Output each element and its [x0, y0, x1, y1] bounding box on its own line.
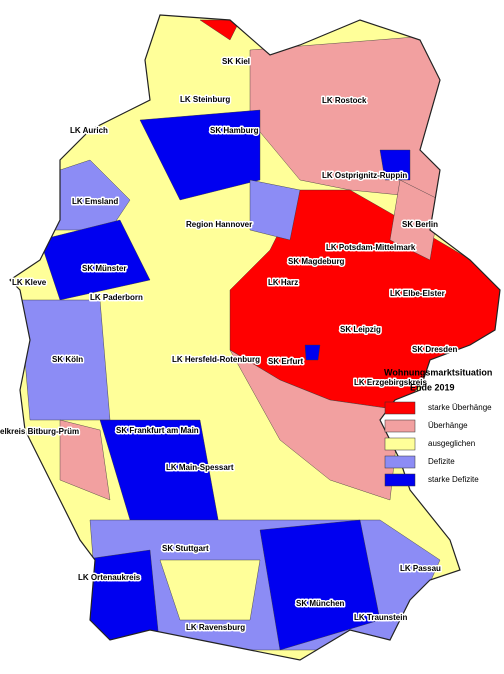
place-label: LK Hersfeld-Rotenburg — [172, 355, 260, 364]
place-label: SK Magdeburg — [288, 257, 345, 266]
place-label: LK Passau — [400, 564, 441, 573]
legend-subtitle: Ende 2019 — [410, 382, 455, 392]
region — [379, 149, 411, 181]
place-label: SK Kiel — [222, 57, 250, 66]
region — [304, 344, 321, 361]
place-label: LK Ravensburg — [186, 623, 245, 632]
place-label: LK Rostock — [322, 96, 367, 105]
region — [199, 19, 241, 41]
place-label: LK Kleve — [12, 278, 47, 287]
legend: Wohnungsmarktsituation Ende 2019 starke … — [384, 367, 492, 487]
place-label: LK Erzgebirgskreis — [354, 378, 427, 387]
place-label: SK Münster — [82, 264, 126, 273]
region — [59, 419, 111, 501]
legend-swatch — [384, 437, 416, 451]
place-label: SK Frankfurt am Main — [116, 426, 199, 435]
region — [39, 219, 151, 301]
place-label: LK Potsdam-Mittelmark — [326, 243, 416, 252]
place-label: LK Harz — [268, 278, 298, 287]
legend-label: Überhänge — [428, 421, 468, 430]
legend-swatch — [384, 455, 416, 469]
legend-label: Defizite — [428, 457, 455, 466]
legend-swatch — [384, 419, 416, 433]
place-label: LK Paderborn — [90, 293, 143, 302]
region — [139, 109, 261, 201]
place-label: LK Emsland — [72, 197, 118, 206]
place-label: LK Ortenaukreis — [78, 573, 141, 582]
place-label: Region Hannover — [186, 220, 252, 229]
region — [249, 179, 301, 241]
place-label: LK Elbe-Elster — [390, 289, 445, 298]
legend-label: ausgeglichen — [428, 439, 475, 448]
legend-swatch — [384, 401, 416, 415]
place-label: SK Stuttgart — [162, 544, 209, 553]
place-label: SK München — [296, 599, 345, 608]
region — [259, 519, 381, 651]
place-label: LK Main-Spessart — [166, 463, 234, 472]
region — [389, 179, 441, 261]
place-label: SK Leipzig — [340, 325, 381, 334]
region — [159, 559, 261, 621]
region — [229, 349, 401, 501]
place-label: LK Traunstein — [354, 613, 407, 622]
legend-swatch — [384, 473, 416, 487]
place-label: LK Ostprignitz-Ruppin — [322, 171, 407, 180]
place-label: SK Köln — [52, 355, 83, 364]
legend-title: Wohnungsmarktsituation — [384, 367, 492, 377]
legend-label: starke Defizite — [428, 475, 479, 484]
place-label: SK Hamburg — [210, 126, 259, 135]
place-label: LK Aurich — [70, 126, 108, 135]
place-label: elkreis Bitburg-Prüm — [0, 427, 79, 436]
place-label: SK Berlin — [402, 220, 438, 229]
place-label: SK Erfurt — [268, 357, 303, 366]
legend-label: starke Überhänge — [428, 403, 492, 412]
place-label: LK Steinburg — [180, 95, 230, 104]
place-label: SK Dresden — [412, 345, 457, 354]
